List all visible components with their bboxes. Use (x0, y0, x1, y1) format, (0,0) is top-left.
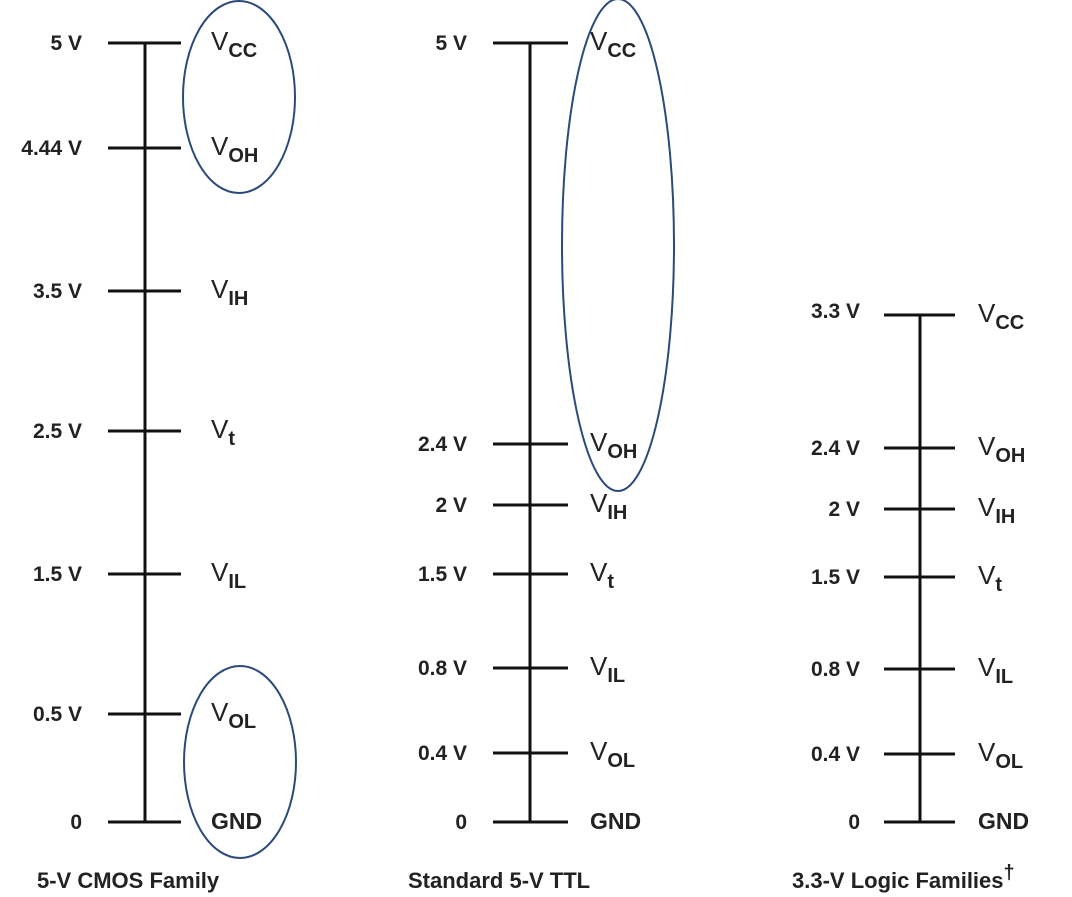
voltage-label: 4.44 V (21, 137, 82, 160)
signal-gnd: GND (978, 808, 1029, 834)
voltage-label: 2.4 V (418, 433, 467, 456)
signal-vt: Vt (590, 557, 614, 593)
voltage-label: 1.5 V (33, 563, 82, 586)
voltage-label: 0.4 V (418, 742, 467, 765)
signal-vt: Vt (978, 560, 1002, 596)
caption-cmos: 5-V CMOS Family (37, 868, 220, 893)
ttl-column: 5 V 2.4 V 2 V 1.5 V 0.8 V 0.4 V 0 VCC VO… (408, 0, 675, 893)
voltage-label: 0 (70, 811, 82, 834)
voltage-label: 0 (455, 811, 467, 834)
voltage-label: 2.4 V (811, 437, 860, 460)
cmos-column: 5 V 4.44 V 3.5 V 2.5 V 1.5 V 0.5 V 0 VCC… (21, 0, 297, 893)
signal-gnd: GND (590, 808, 641, 834)
signal-vih: VIH (211, 274, 248, 310)
voltage-label: 3.3 V (811, 300, 860, 323)
highlight-ellipse (183, 665, 297, 859)
highlight-ellipse (561, 0, 675, 492)
voltage-label: 5 V (435, 32, 467, 55)
highlight-ellipse (182, 0, 296, 194)
signal-vol: VOL (978, 737, 1023, 773)
voltage-label: 2 V (828, 498, 860, 521)
lvttl-column: 3.3 V 2.4 V 2 V 1.5 V 0.8 V 0.4 V 0 VCC … (792, 298, 1029, 893)
voltage-label: 0.4 V (811, 743, 860, 766)
signal-voh: VOH (590, 427, 637, 463)
voltage-label: 1.5 V (811, 566, 860, 589)
signal-vcc: VCC (978, 298, 1024, 334)
signal-voh: VOH (978, 431, 1025, 467)
signal-vil: VIL (978, 652, 1013, 688)
signal-vil: VIL (590, 651, 625, 687)
voltage-label: 0.8 V (811, 658, 860, 681)
caption-ttl: Standard 5-V TTL (408, 868, 590, 893)
signal-vt: Vt (211, 414, 235, 450)
voltage-label: 5 V (50, 32, 82, 55)
voltage-label: 2.5 V (33, 420, 82, 443)
voltage-label: 3.5 V (33, 280, 82, 303)
signal-vcc: VCC (211, 26, 257, 62)
signal-vol: VOL (211, 697, 256, 733)
signal-vol: VOL (590, 736, 635, 772)
dagger-mark: † (1004, 862, 1015, 884)
caption-lvttl: 3.3-V Logic Families† (792, 862, 1015, 893)
signal-vcc: VCC (590, 26, 636, 62)
signal-gnd: GND (211, 808, 262, 834)
signal-vih: VIH (590, 488, 627, 524)
voltage-label: 2 V (435, 494, 467, 517)
voltage-label: 1.5 V (418, 563, 467, 586)
signal-vil: VIL (211, 557, 246, 593)
signal-voh: VOH (211, 131, 258, 167)
voltage-label: 0 (848, 811, 860, 834)
signal-vih: VIH (978, 492, 1015, 528)
voltage-label: 0.8 V (418, 657, 467, 680)
voltage-label: 0.5 V (33, 703, 82, 726)
